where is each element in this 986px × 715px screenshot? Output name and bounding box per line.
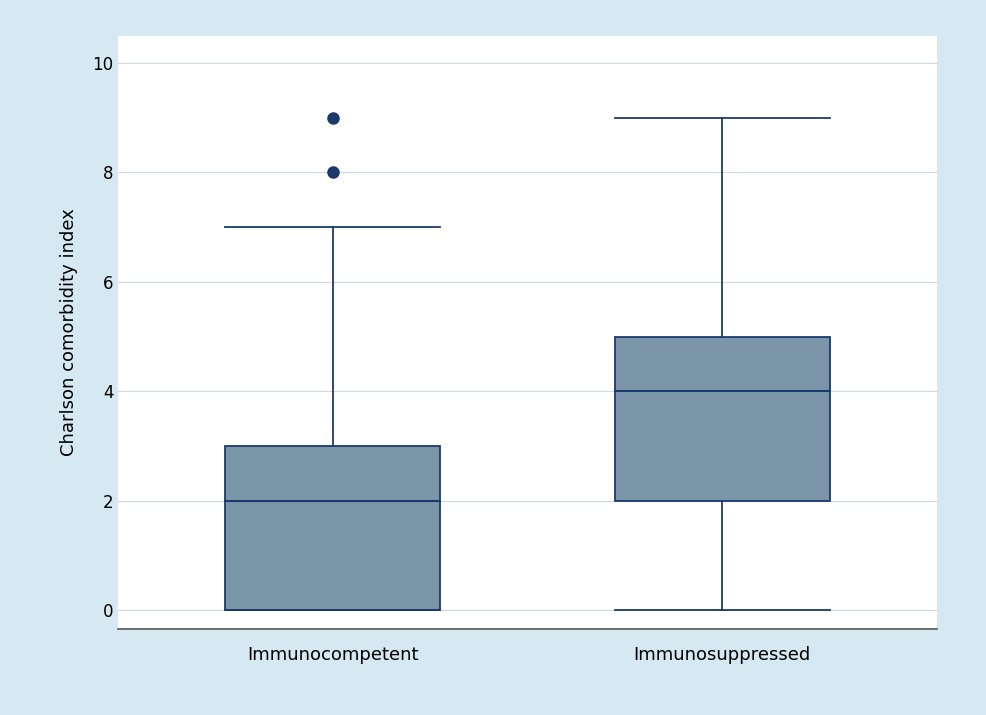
FancyBboxPatch shape <box>615 337 829 500</box>
Y-axis label: Charlson comorbidity index: Charlson comorbidity index <box>60 209 79 456</box>
FancyBboxPatch shape <box>226 446 440 610</box>
